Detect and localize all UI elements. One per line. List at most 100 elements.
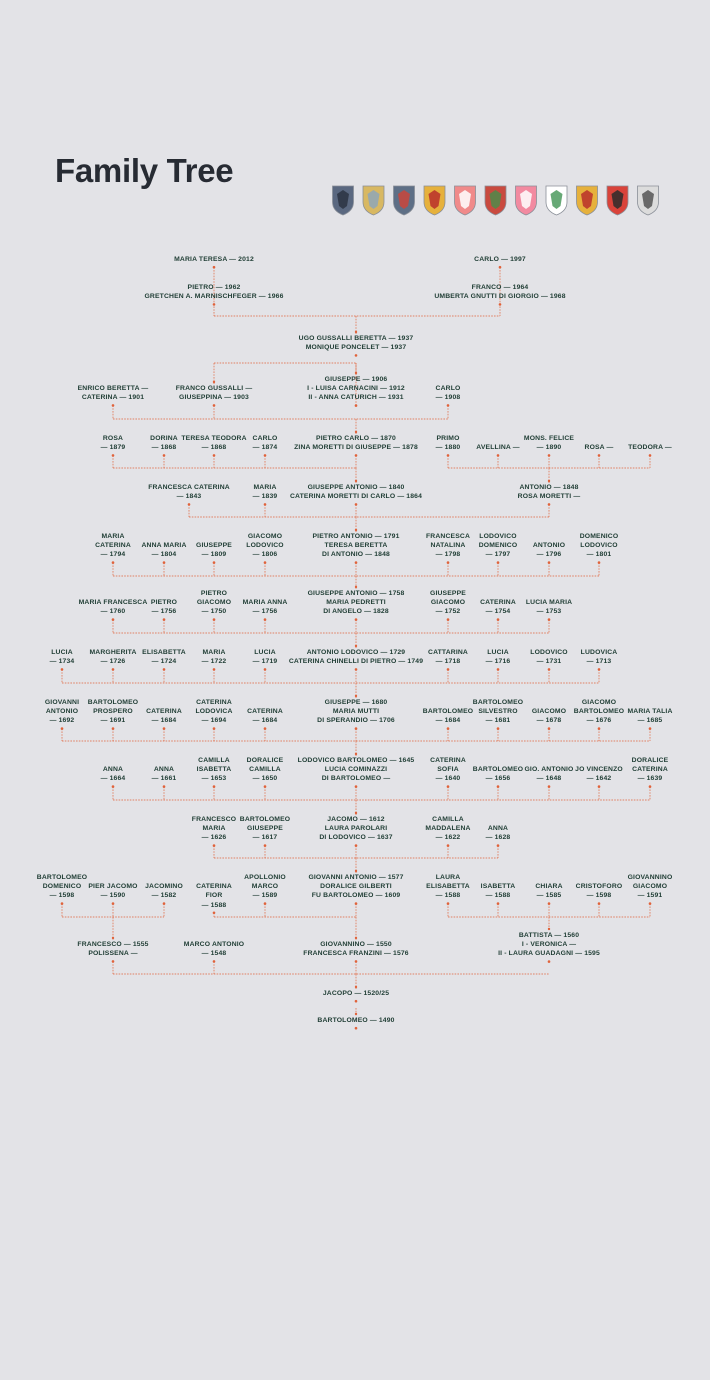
person-label: FIOR bbox=[205, 892, 223, 900]
person-label: GIUSEPPE bbox=[196, 542, 232, 550]
person-label bbox=[476, 434, 519, 443]
person-label: ANTONIO LODOVICO — 1729 bbox=[306, 649, 406, 656]
person-label bbox=[627, 698, 672, 707]
connector-dot bbox=[212, 380, 216, 384]
person-label: — 1598 bbox=[586, 892, 612, 900]
person-label: — 1582 bbox=[151, 892, 177, 900]
person-label: — 1809 bbox=[201, 551, 227, 559]
person-label bbox=[196, 873, 232, 882]
person-node: PIETRO GIACOMO — 1750 bbox=[197, 589, 231, 617]
person-label: — 1617 bbox=[252, 834, 278, 842]
person-label: ANTONIO — 1848 bbox=[519, 484, 579, 491]
person-label: FRANCESCA bbox=[425, 533, 471, 540]
person-node: ELISABETTA — 1724 bbox=[142, 648, 186, 666]
person-label: — 1588 bbox=[435, 892, 461, 900]
person-label: CAMILLA bbox=[432, 816, 464, 823]
person-label: PIETRO ANTONIO — 1791 bbox=[312, 533, 400, 540]
person-label: BARTOLOMEO bbox=[36, 874, 88, 881]
person-label: ANTONIO bbox=[532, 542, 566, 550]
lily-crest-icon bbox=[637, 185, 659, 216]
person-node: PIER JACOMO — 1590 bbox=[88, 873, 137, 901]
person-node: LAURA ELISABETTA — 1588 bbox=[426, 873, 470, 901]
person-label: MARIA ANNA bbox=[242, 599, 288, 607]
person-node: LUCIA — 1716 bbox=[486, 648, 511, 666]
person-node: CATERINA FIOR — 1588 bbox=[196, 873, 232, 910]
person-node: LODOVICO — 1731 bbox=[530, 648, 567, 666]
person-label: — 1588 bbox=[485, 892, 511, 900]
person-node: MARIA FRANCESCA — 1760 bbox=[79, 589, 148, 617]
person-node: GIACOMO BARTOLOMEO — 1676 bbox=[574, 698, 624, 726]
person-label: FRANCESCO bbox=[191, 816, 237, 823]
person-label: — 1694 bbox=[201, 717, 227, 725]
person-label: GIUSEPPE ANTONIO — 1758 bbox=[307, 590, 405, 597]
person-node: FRANCESCO — 1555 POLISSENA — bbox=[77, 940, 148, 958]
person-node: GIOVANNINO — 1550 FRANCESCA FRANZINI — 15… bbox=[303, 940, 408, 958]
mountain-crest-icon bbox=[484, 185, 507, 216]
person-label: TERESA BERETTA bbox=[324, 542, 388, 550]
person-label: — 1678 bbox=[536, 717, 562, 725]
connector-dot bbox=[212, 303, 216, 306]
person-label: DORALICE bbox=[246, 757, 284, 764]
person-label: BARTOLOMEO bbox=[422, 708, 474, 716]
person-label: MARIA bbox=[202, 825, 226, 833]
person-label: SILVESTRO bbox=[478, 708, 518, 716]
person-label: LUDOVICA bbox=[580, 649, 618, 656]
person-label: CAMILLA bbox=[198, 757, 230, 764]
cross-crest-icon bbox=[393, 185, 415, 216]
person-label: — 1754 bbox=[485, 608, 511, 616]
connector-dot bbox=[354, 1026, 358, 1030]
person-node: UGO GUSSALLI BERETTA — 1937 MONIQUE PONCE… bbox=[299, 334, 414, 352]
person-label: CATERINA bbox=[430, 757, 466, 764]
person-label: — 1684 bbox=[252, 717, 278, 725]
person-node: ENRICO BERETTA — CATERINA — 1901 bbox=[78, 384, 149, 402]
person-label: GIUSEPPINA — 1903 bbox=[179, 394, 249, 402]
person-label: MARIA bbox=[253, 484, 277, 491]
person-label: CATERINA bbox=[196, 883, 232, 891]
person-label: MARIA bbox=[101, 533, 125, 540]
connector-dot bbox=[354, 985, 358, 989]
person-label: GIUSEPPE — 1906 bbox=[324, 376, 388, 383]
person-node: DORALICE CAMILLA — 1650 bbox=[247, 756, 284, 784]
person-node: CARLO — 1874 bbox=[253, 434, 278, 452]
person-label: — 1684 bbox=[151, 717, 177, 725]
person-node: ANNA — 1664 bbox=[101, 756, 126, 784]
person-label: PRIMO bbox=[436, 435, 460, 442]
person-label: — 1591 bbox=[637, 892, 663, 900]
person-label: ISABETTA bbox=[196, 766, 232, 774]
person-label: — 1760 bbox=[100, 608, 126, 616]
person-node: CATERINA SOFIA — 1640 bbox=[430, 756, 466, 784]
person-node: BARTOLOMEO — 1684 bbox=[423, 698, 473, 726]
person-label: — 1756 bbox=[252, 608, 278, 616]
connector-dot bbox=[547, 479, 551, 483]
person-node: LUCIA — 1719 bbox=[253, 648, 278, 666]
arm-crest-icon bbox=[515, 185, 537, 216]
person-node: BARTOLOMEO GIUSEPPE — 1617 bbox=[240, 815, 290, 843]
person-node: CATERINA LODOVICA — 1694 bbox=[195, 698, 232, 726]
person-label: CARLO — 1997 bbox=[474, 256, 526, 263]
person-label: — 1691 bbox=[100, 717, 126, 725]
person-label bbox=[585, 434, 614, 443]
person-node: GIUSEPPE GIACOMO — 1752 bbox=[430, 589, 466, 617]
person-label: JACOPO — 1520/25 bbox=[322, 990, 390, 997]
person-node: CHIARA — 1585 bbox=[535, 873, 562, 901]
person-node: BARTOLOMEO SILVESTRO — 1681 bbox=[473, 698, 523, 726]
person-node: MARGHERITA — 1726 bbox=[89, 648, 136, 666]
person-label: JACOMINO bbox=[145, 883, 183, 891]
person-node: MARIA — 1839 bbox=[253, 483, 278, 501]
person-node: MARIA TERESA — 2012 bbox=[174, 255, 254, 264]
person-label: DOMENICO bbox=[478, 542, 518, 550]
person-label: UGO GUSSALLI BERETTA — 1937 bbox=[298, 335, 414, 342]
person-label: PIETRO bbox=[150, 599, 178, 607]
person-label: — 1585 bbox=[536, 892, 562, 900]
person-label: CATERINA MORETTI DI CARLO — 1864 bbox=[289, 493, 423, 501]
person-label: GIO. ANTONIO bbox=[524, 766, 574, 774]
person-node: TEODORA — bbox=[628, 434, 672, 452]
person-label: FRANCO GUSSALLI — bbox=[175, 385, 253, 392]
connector-dot bbox=[547, 927, 551, 931]
person-label bbox=[524, 756, 573, 765]
person-label: ROSA MORETTI — bbox=[517, 493, 581, 501]
star-crest-icon bbox=[606, 185, 629, 216]
person-label: GIUSEPPE bbox=[247, 825, 283, 833]
person-label: — 1642 bbox=[586, 775, 612, 783]
